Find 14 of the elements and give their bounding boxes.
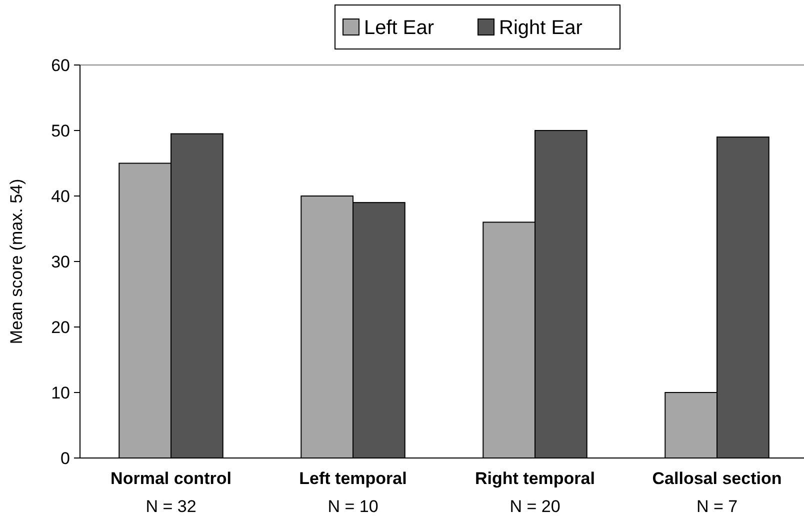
legend-label: Right Ear (499, 17, 583, 39)
y-axis-title: Mean score (max. 54) (7, 178, 26, 344)
x-tick-label: Normal control N = 32 (110, 469, 232, 516)
y-tick-label: 20 (51, 318, 70, 337)
y-tick-label: 50 (51, 121, 70, 140)
x-tick-label: Right temporal N = 20 (475, 469, 595, 516)
y-tick-label: 60 (51, 56, 70, 75)
y-tick-label: 0 (60, 448, 70, 468)
legend-label: Left Ear (364, 17, 434, 39)
y-tick-label: 10 (51, 383, 70, 402)
x-tick-label: Callosal section N = 7 (652, 469, 782, 516)
x-tick-label: Left temporal N = 10 (299, 469, 407, 516)
y-tick-label: 40 (51, 186, 70, 206)
y-tick-label: 30 (51, 252, 70, 272)
